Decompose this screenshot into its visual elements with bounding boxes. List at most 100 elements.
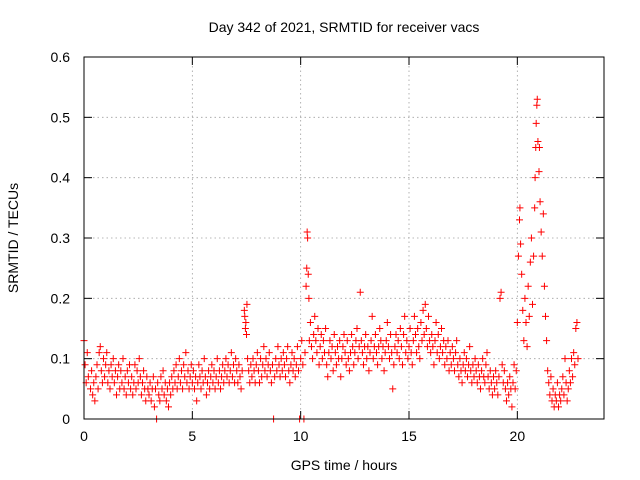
data-point [393, 349, 401, 357]
data-point [180, 361, 188, 369]
data-point [314, 325, 322, 332]
data-point [269, 361, 276, 369]
x-tick-label: 15 [401, 428, 417, 444]
data-point [302, 282, 310, 290]
data-point [105, 367, 113, 375]
data-point [382, 337, 390, 345]
data-point [189, 367, 197, 375]
data-point [455, 373, 463, 381]
data-point [492, 367, 500, 375]
data-point [498, 361, 506, 369]
data-point [168, 373, 176, 381]
data-point [147, 397, 155, 405]
data-point [511, 385, 519, 393]
data-point [419, 306, 427, 314]
data-point [422, 325, 430, 332]
data-point [228, 373, 236, 381]
data-point [519, 306, 527, 314]
data-point [559, 373, 567, 381]
data-point [254, 367, 262, 375]
data-point [497, 288, 505, 296]
data-point [236, 373, 244, 381]
data-point [478, 367, 486, 375]
data-point [84, 373, 92, 381]
data-point [535, 144, 543, 151]
data-point [191, 385, 198, 393]
data-points [80, 95, 582, 423]
data-point [165, 403, 172, 411]
data-point [447, 361, 455, 369]
data-point [344, 355, 352, 363]
data-point [197, 385, 205, 393]
data-point [103, 349, 111, 357]
data-point [227, 349, 235, 357]
data-point [327, 355, 335, 363]
data-point [93, 361, 101, 369]
data-point [274, 343, 282, 351]
data-point [479, 355, 487, 363]
data-point [89, 391, 97, 399]
data-point [286, 379, 294, 387]
data-point [561, 355, 569, 363]
data-point [143, 373, 151, 381]
data-point [157, 373, 165, 381]
data-point [500, 367, 508, 375]
data-point [145, 391, 153, 399]
data-point [304, 270, 312, 278]
data-point [241, 325, 249, 332]
data-point [182, 349, 190, 357]
data-point [167, 391, 175, 399]
data-point [363, 355, 371, 363]
data-point [531, 204, 539, 212]
data-point [298, 337, 306, 345]
data-point [318, 355, 326, 363]
data-point [354, 355, 362, 363]
data-point [416, 355, 424, 363]
data-point [557, 397, 565, 405]
data-point [213, 355, 221, 363]
data-point [527, 234, 535, 242]
data-point [464, 373, 471, 381]
data-point [92, 373, 100, 381]
data-point [533, 101, 541, 109]
data-point [106, 385, 114, 393]
data-point [133, 367, 141, 375]
data-point [532, 119, 540, 127]
data-point [491, 385, 499, 393]
data-point [523, 343, 531, 351]
data-point [249, 355, 257, 363]
data-point [256, 379, 263, 387]
data-point [150, 403, 158, 411]
data-point [152, 385, 159, 393]
data-point [536, 198, 544, 206]
data-point [462, 355, 470, 363]
data-point [371, 331, 379, 339]
data-point [364, 343, 372, 351]
data-point [481, 379, 489, 387]
data-point [162, 397, 170, 405]
data-point [156, 397, 164, 405]
data-point [290, 355, 298, 363]
data-point [262, 355, 270, 363]
data-point [394, 337, 402, 345]
data-point [526, 258, 534, 266]
data-point [260, 343, 268, 351]
data-point [549, 385, 557, 393]
data-point [240, 306, 248, 314]
data-point [131, 361, 139, 369]
data-point [516, 204, 524, 212]
data-point [113, 391, 120, 399]
data-point [369, 355, 377, 363]
data-point [366, 349, 374, 357]
data-point [358, 349, 366, 357]
data-point [299, 361, 307, 369]
data-point [325, 349, 333, 357]
plot-frame [83, 56, 605, 420]
data-point [100, 355, 107, 363]
data-point [122, 391, 130, 399]
data-point [293, 343, 301, 351]
data-point [121, 373, 129, 381]
data-point [310, 331, 318, 339]
